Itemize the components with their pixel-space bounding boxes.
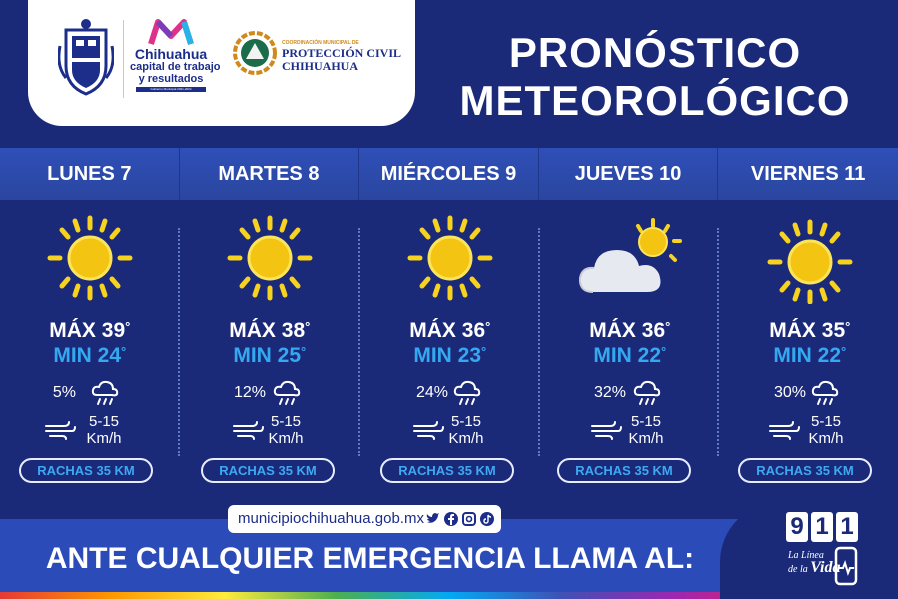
- logo-divider: [123, 20, 124, 98]
- rain-probability: 12%: [233, 384, 266, 401]
- hotline-badge: [720, 502, 898, 599]
- hotline-name: La Línea de la Vida: [788, 550, 841, 576]
- gusts-badge: RACHAS 35 KM: [380, 458, 514, 483]
- rain-cloud-icon: [811, 380, 839, 405]
- min-temperature: MIN 22°: [593, 344, 667, 367]
- wind-icon: [413, 421, 444, 440]
- emergency-callout: ANTE CUALQUIER EMERGENCIA LLAMA AL:: [45, 542, 695, 575]
- wind-icon: [591, 421, 622, 440]
- twitter-icon[interactable]: [426, 512, 440, 526]
- column-separator: [178, 228, 180, 456]
- wind-speed: 5-15 Km/h: [448, 413, 484, 447]
- day-name: MIÉRCOLES 9: [359, 148, 539, 200]
- max-temperature: MÁX 38°: [229, 319, 311, 342]
- rain-cloud-icon: [91, 380, 119, 405]
- logo-card: Chihuahua capital de trabajo y resultado…: [28, 0, 415, 126]
- wind-speed: 5-15 Km/h: [628, 413, 664, 447]
- day-name: JUEVES 10: [539, 148, 719, 200]
- day-name: LUNES 7: [0, 148, 180, 200]
- min-temperature: MIN 23°: [413, 344, 487, 367]
- website-link[interactable]: municipiochihuahua.gob.mx: [238, 510, 424, 527]
- rain-cloud-icon: [273, 380, 301, 405]
- forecast-day-4: MÁX 36° MIN 22° 32% 5-15 Km/h RACHAS 35 K…: [540, 206, 720, 491]
- sun-icon: [47, 215, 133, 301]
- website-pill[interactable]: municipiochihuahua.gob.mx: [228, 505, 501, 533]
- municipality-term: Gobierno Municipal 2021-2024: [136, 87, 206, 92]
- day-header-bar: LUNES 7 MARTES 8 MIÉRCOLES 9 JUEVES 10 V…: [0, 148, 898, 200]
- max-temperature: MÁX 35°: [769, 319, 851, 342]
- wind-speed: 5-15 Km/h: [86, 413, 122, 447]
- municipality-tagline-2: y resultados: [138, 73, 204, 85]
- forecast-day-5: MÁX 35° MIN 22° 30% 5-15 Km/h RACHAS 35 K…: [720, 206, 898, 491]
- max-temperature: MÁX 36°: [589, 319, 671, 342]
- sun-icon: [767, 219, 853, 304]
- rain-probability: 32%: [593, 384, 626, 401]
- wind-speed: 5-15 Km/h: [268, 413, 304, 447]
- rain-probability: 24%: [415, 384, 448, 401]
- forecast-day-1: MÁX 39° MIN 24° 5% 5-15 Km/h RACHAS 35 KM: [0, 206, 180, 491]
- forecast-day-2: MÁX 38° MIN 25° 12% 5-15 Km/h RACHAS 35 K…: [180, 206, 360, 491]
- gusts-badge: RACHAS 35 KM: [557, 458, 691, 483]
- gusts-badge: RACHAS 35 KM: [19, 458, 153, 483]
- gusts-badge: RACHAS 35 KM: [738, 458, 872, 483]
- min-temperature: MIN 25°: [233, 344, 307, 367]
- hotline-digit: 1: [836, 512, 858, 542]
- civil-protection-emblem-icon: [233, 31, 277, 75]
- hotline-digit: 1: [811, 512, 833, 542]
- max-temperature: MÁX 39°: [49, 319, 131, 342]
- hotline-digit: 9: [786, 512, 808, 542]
- day-name: MARTES 8: [180, 148, 360, 200]
- partly-cloudy-icon: [578, 218, 682, 293]
- wind-icon: [769, 421, 800, 440]
- day-name: VIERNES 11: [750, 163, 866, 185]
- rain-cloud-icon: [633, 380, 661, 405]
- gusts-badge: RACHAS 35 KM: [201, 458, 335, 483]
- column-separator: [538, 228, 540, 456]
- municipality-logo-icon: [148, 19, 194, 45]
- wind-icon: [45, 421, 76, 440]
- min-temperature: MIN 24°: [53, 344, 127, 367]
- column-separator: [717, 228, 719, 456]
- coat-of-arms-icon: [58, 19, 114, 96]
- rain-probability: 30%: [773, 384, 806, 401]
- instagram-icon[interactable]: [462, 512, 476, 526]
- wind-speed: 5-15 Km/h: [808, 413, 844, 447]
- max-temperature: MÁX 36°: [409, 319, 491, 342]
- rainbow-stripe: [0, 592, 898, 599]
- sun-icon: [227, 215, 313, 301]
- rain-probability: 5%: [52, 384, 76, 401]
- page-title-line-2: METEOROLÓGICO: [459, 77, 851, 124]
- page-title-line-1: PRONÓSTICO: [508, 29, 802, 76]
- min-temperature: MIN 22°: [773, 344, 847, 367]
- wind-icon: [233, 421, 264, 440]
- municipality-tagline: capital de trabajo: [130, 61, 221, 73]
- rain-cloud-icon: [453, 380, 481, 405]
- civil-protection-kicker: COORDINACIÓN MUNICIPAL DE: [282, 40, 359, 46]
- column-separator: [358, 228, 360, 456]
- tiktok-icon[interactable]: [480, 512, 494, 526]
- sun-icon: [407, 215, 493, 301]
- forecast-day-3: MÁX 36° MIN 23° 24% 5-15 Km/h RACHAS 35 K…: [360, 206, 540, 491]
- facebook-icon[interactable]: [444, 512, 458, 526]
- municipality-name: Chihuahua: [134, 46, 208, 62]
- civil-protection-name: PROTECCIÓN CIVIL: [282, 46, 402, 60]
- civil-protection-city: CHIHUAHUA: [282, 59, 359, 73]
- phone-heartbeat-icon: [834, 546, 858, 586]
